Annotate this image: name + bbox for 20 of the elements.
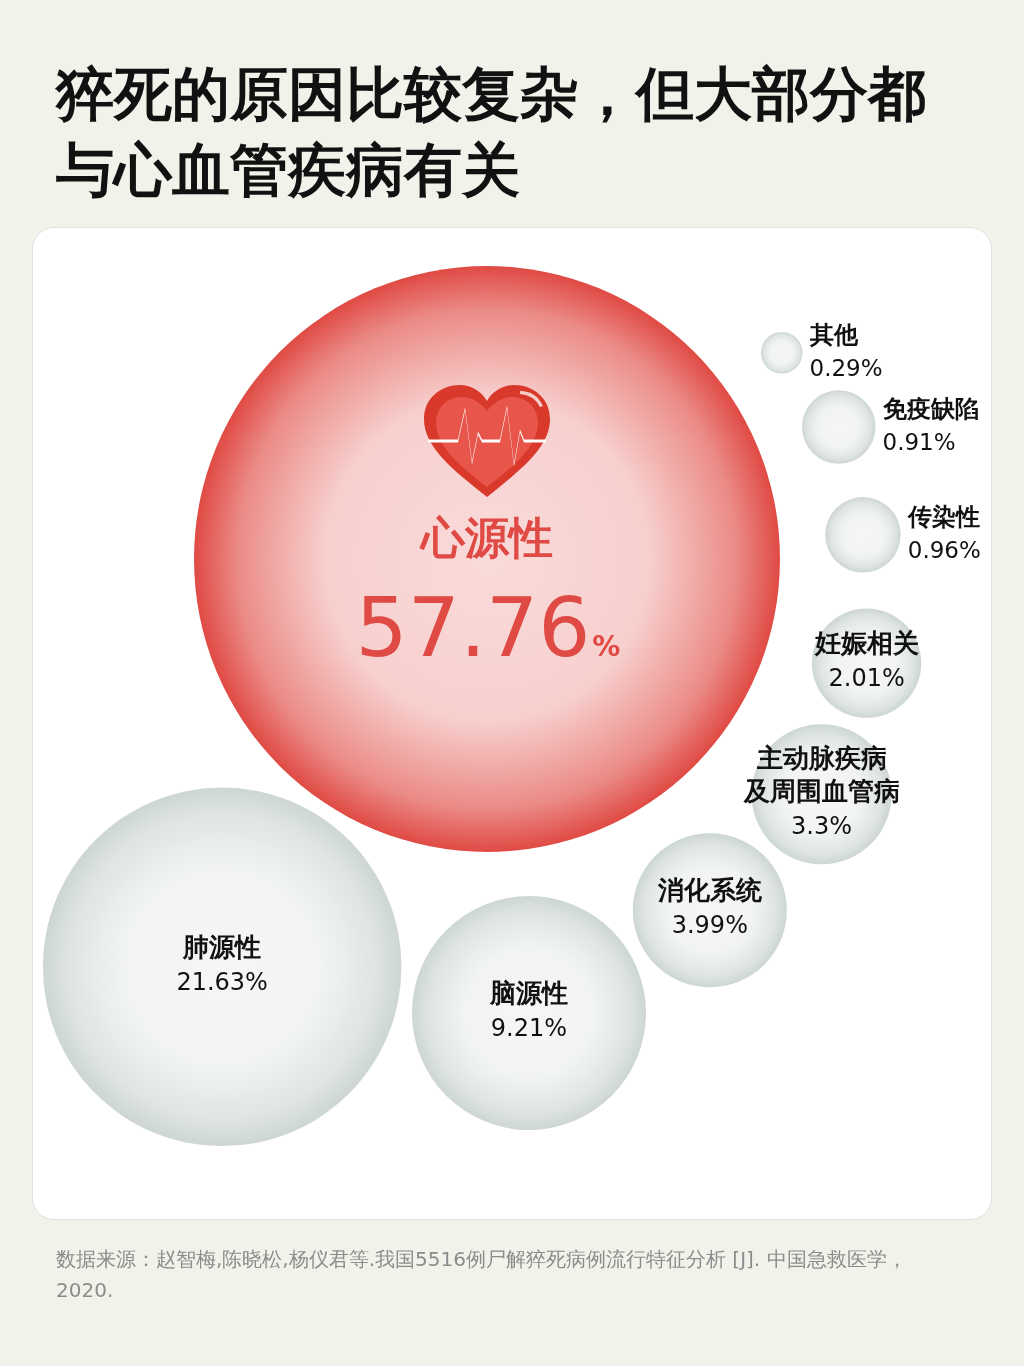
category-label: 肺源性 xyxy=(182,931,262,962)
data-label: 3.3% xyxy=(791,811,853,840)
data-label: 3.99% xyxy=(671,911,748,940)
category-label: 其他 xyxy=(808,321,859,349)
data-label: 21.63% xyxy=(176,967,268,996)
category-label: 妊娠相关 xyxy=(813,627,919,658)
category-label: 脑源性 xyxy=(488,977,568,1008)
data-label: 0.96% xyxy=(907,536,981,563)
data-label: 0.91% xyxy=(882,428,956,455)
data-label: 0.29% xyxy=(809,354,883,381)
category-label: 心源性 xyxy=(419,512,553,564)
category-label: 免疫缺陷 xyxy=(881,395,979,424)
data-label: 9.21% xyxy=(490,1013,568,1042)
data-label: 2.01% xyxy=(828,663,905,692)
source-note: 数据来源：赵智梅,陈晓松,杨仪君等.我国5516例尸解猝死病例流行特征分析 [J]. 中国急救医学，2020. xyxy=(56,1246,908,1304)
category-label: 主动脉疾病及周围血管病 xyxy=(742,742,900,806)
category-label: 消化系统 xyxy=(656,875,763,906)
data-label: 57.76% xyxy=(355,580,621,675)
text: 猝死的原因比较复杂，但大部分都与心血管疾病有关 xyxy=(56,59,927,206)
category-label: 传染性 xyxy=(906,503,980,532)
